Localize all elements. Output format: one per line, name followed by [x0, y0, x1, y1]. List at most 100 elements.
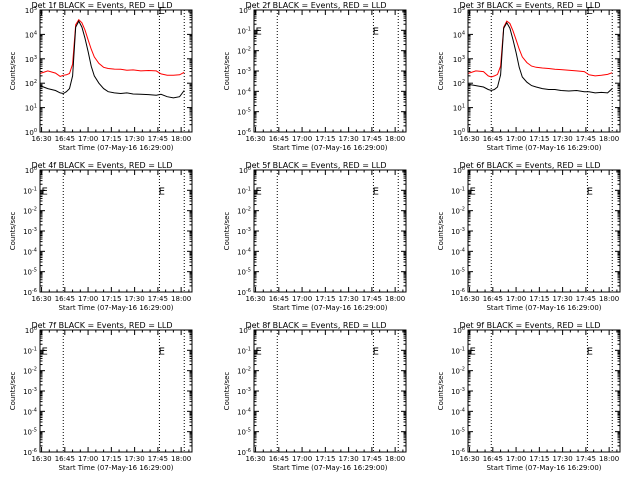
- x-tick-label: 16:30: [459, 135, 479, 143]
- y-tick-label: 10-1: [451, 186, 465, 195]
- x-tick-label: 17:45: [148, 295, 168, 303]
- marker-label: E: [159, 346, 165, 357]
- y-tick-label: 10-3: [237, 67, 251, 76]
- plot-frame: [39, 9, 193, 133]
- y-tick-label: 104: [453, 30, 465, 39]
- y-tick-label: 101: [453, 104, 465, 113]
- y-tick-label: 100: [453, 128, 465, 137]
- y-tick-label: 102: [453, 79, 465, 88]
- x-tick-label: 17:15: [315, 455, 335, 463]
- y-tick-label: 10-2: [451, 207, 465, 216]
- y-tick-label: 10-1: [451, 346, 465, 355]
- series-line-events: [467, 21, 613, 94]
- x-tick-label: 17:45: [576, 295, 596, 303]
- x-tick-label: 17:00: [292, 455, 312, 463]
- panel-title: Det 2f BLACK = Events, RED = LLD: [245, 1, 386, 10]
- x-tick-label: 17:15: [101, 295, 121, 303]
- y-tick-label: 10-4: [237, 247, 251, 256]
- x-tick-label: 17:30: [553, 455, 573, 463]
- y-axis-label: Counts/sec: [9, 52, 17, 91]
- x-tick-label: 17:45: [576, 135, 596, 143]
- y-axis-label: Counts/sec: [9, 372, 17, 411]
- y-axis-label: Counts/sec: [223, 212, 231, 251]
- y-tick-label: 10-2: [237, 47, 251, 56]
- y-tick-label: 10-4: [451, 247, 465, 256]
- x-tick-label: 17:00: [292, 135, 312, 143]
- y-tick-label: 10-3: [451, 387, 465, 396]
- x-tick-label: 16:30: [31, 295, 51, 303]
- x-tick-label: 18:00: [599, 135, 619, 143]
- detector-panel-7: Det 7f BLACK = Events, RED = LLD 10-6 10-5…: [9, 321, 193, 472]
- x-tick-label: 16:45: [269, 295, 289, 303]
- panel-title: Det 7f BLACK = Events, RED = LLD: [31, 321, 172, 330]
- y-tick-label: 100: [25, 326, 37, 335]
- x-tick-label: 16:30: [245, 295, 265, 303]
- panel-title: Det 8f BLACK = Events, RED = LLD: [245, 321, 386, 330]
- detector-panel-8: Det 8f BLACK = Events, RED = LLD 10-6 10-5…: [223, 321, 407, 472]
- detector-panel-4: Det 4f BLACK = Events, RED = LLD 10-6 10-5…: [9, 161, 193, 312]
- x-tick-label: 17:00: [506, 455, 526, 463]
- y-tick-label: 104: [25, 30, 37, 39]
- series-line-lld: [467, 20, 613, 78]
- x-tick-label: 17:00: [506, 295, 526, 303]
- x-axis-label: Start Time (07-May-16 16:29:00): [58, 464, 173, 472]
- y-tick-label: 10-6: [23, 448, 37, 457]
- x-tick-label: 16:30: [31, 455, 51, 463]
- x-tick-label: 17:30: [125, 295, 145, 303]
- marker-label: E: [470, 346, 476, 357]
- marker-label: E: [470, 186, 476, 197]
- x-tick-label: 18:00: [385, 295, 405, 303]
- y-axis-label: Counts/sec: [437, 212, 445, 251]
- y-tick-label: 100: [239, 166, 251, 175]
- y-axis-label: Counts/sec: [437, 52, 445, 91]
- marker-label: E: [256, 346, 262, 357]
- y-tick-label: 10-5: [237, 108, 251, 117]
- y-tick-label: 10-3: [237, 387, 251, 396]
- x-tick-label: 17:15: [315, 295, 335, 303]
- marker-label: E: [587, 346, 593, 357]
- y-tick-label: 100: [453, 166, 465, 175]
- y-tick-label: 100: [25, 166, 37, 175]
- x-tick-label: 17:00: [506, 135, 526, 143]
- x-tick-label: 17:15: [529, 455, 549, 463]
- y-tick-label: 10-4: [237, 407, 251, 416]
- marker-label: E: [373, 346, 379, 357]
- y-tick-label: 10-2: [237, 367, 251, 376]
- series-line-lld: [39, 18, 185, 77]
- y-tick-label: 10-6: [237, 448, 251, 457]
- y-tick-label: 10-5: [237, 268, 251, 277]
- y-tick-label: 10-5: [451, 428, 465, 437]
- x-tick-label: 17:15: [529, 295, 549, 303]
- y-tick-label: 10-5: [23, 428, 37, 437]
- x-tick-label: 17:15: [529, 135, 549, 143]
- y-tick-label: 10-1: [237, 346, 251, 355]
- x-tick-label: 18:00: [171, 135, 191, 143]
- marker-label: E: [587, 6, 593, 17]
- x-axis-label: Start Time (07-May-16 16:29:00): [272, 144, 387, 152]
- x-tick-label: 17:00: [292, 295, 312, 303]
- y-axis-label: Counts/sec: [9, 212, 17, 251]
- y-tick-label: 10-1: [237, 186, 251, 195]
- y-tick-label: 10-6: [237, 288, 251, 297]
- y-tick-label: 10-2: [23, 207, 37, 216]
- x-tick-label: 18:00: [171, 295, 191, 303]
- y-tick-label: 10-3: [23, 387, 37, 396]
- y-tick-label: 100: [25, 128, 37, 137]
- detector-panel-6: Det 6f BLACK = Events, RED = LLD 10-6 10-5…: [437, 161, 621, 312]
- y-tick-label: 10-3: [237, 227, 251, 236]
- x-tick-label: 16:45: [483, 455, 503, 463]
- x-axis-label: Start Time (07-May-16 16:29:00): [486, 144, 601, 152]
- x-tick-label: 16:30: [459, 295, 479, 303]
- marker-label: E: [256, 26, 262, 37]
- y-tick-label: 10-1: [23, 346, 37, 355]
- x-axis-label: Start Time (07-May-16 16:29:00): [272, 304, 387, 312]
- x-tick-label: 18:00: [171, 455, 191, 463]
- x-tick-label: 17:00: [78, 455, 98, 463]
- x-tick-label: 16:45: [483, 135, 503, 143]
- y-tick-label: 10-6: [237, 128, 251, 137]
- y-tick-label: 105: [453, 6, 465, 15]
- x-tick-label: 17:00: [78, 135, 98, 143]
- y-tick-label: 103: [453, 55, 465, 64]
